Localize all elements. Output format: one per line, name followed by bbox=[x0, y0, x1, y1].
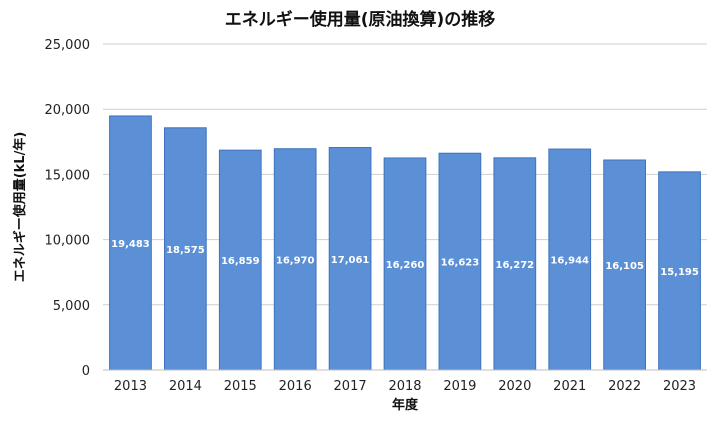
x-axis-title: 年度 bbox=[392, 397, 419, 413]
x-tick-label: 2019 bbox=[443, 379, 476, 394]
x-tick-label: 2016 bbox=[279, 379, 312, 394]
y-tick-label: 20,000 bbox=[45, 103, 91, 118]
x-tick-label: 2017 bbox=[334, 379, 367, 394]
value-labels: 19,483 18,575 16,859 16,970 17,061 16,260 16,6… bbox=[111, 239, 699, 278]
y-tick-label: 10,000 bbox=[45, 234, 91, 249]
bar bbox=[438, 152, 482, 371]
x-tick-label: 2014 bbox=[169, 379, 202, 394]
y-axis-ticks: 0 5,000 10,000 15,000 20,000 25,000 bbox=[45, 38, 91, 379]
y-tick-label: 25,000 bbox=[45, 38, 91, 53]
bar bbox=[273, 148, 317, 371]
chart-title: エネルギー使用量(原油換算)の推移 bbox=[225, 9, 496, 30]
y-tick-label: 0 bbox=[82, 364, 90, 379]
bar-value-label: 16,105 bbox=[605, 261, 644, 272]
y-tick-label: 15,000 bbox=[45, 168, 91, 183]
x-tick-label: 2013 bbox=[114, 379, 147, 394]
bar bbox=[658, 171, 701, 371]
y-tick-label: 5,000 bbox=[53, 299, 90, 314]
bar-value-label: 16,260 bbox=[386, 260, 425, 271]
x-axis-ticks: 2013 2014 2015 2016 2017 2018 2019 2020 2021 2022… bbox=[114, 379, 696, 394]
bar-value-label: 16,859 bbox=[221, 256, 260, 267]
bar bbox=[548, 148, 592, 371]
bar bbox=[218, 149, 262, 371]
x-tick-label: 2023 bbox=[663, 379, 696, 394]
bar-value-label: 18,575 bbox=[166, 245, 205, 256]
bar-value-label: 19,483 bbox=[111, 239, 150, 250]
bar-value-label: 17,061 bbox=[331, 255, 370, 266]
x-tick-label: 2021 bbox=[553, 379, 586, 394]
bar bbox=[603, 159, 647, 371]
x-tick-label: 2022 bbox=[608, 379, 641, 394]
x-tick-label: 2015 bbox=[224, 379, 257, 394]
bar-value-label: 16,944 bbox=[550, 256, 589, 267]
bar bbox=[383, 157, 427, 371]
bar-value-label: 16,970 bbox=[276, 255, 315, 266]
bar bbox=[328, 147, 372, 371]
bar bbox=[493, 157, 537, 371]
x-tick-label: 2020 bbox=[498, 379, 531, 394]
bar-value-label: 16,623 bbox=[441, 258, 480, 269]
y-axis-title: エネルギー使用量(kL/年) bbox=[12, 132, 28, 283]
bar-value-label: 15,195 bbox=[660, 267, 699, 278]
bar bbox=[109, 115, 152, 371]
x-tick-label: 2018 bbox=[388, 379, 421, 394]
bars bbox=[109, 115, 701, 371]
bar-value-label: 16,272 bbox=[496, 260, 535, 271]
